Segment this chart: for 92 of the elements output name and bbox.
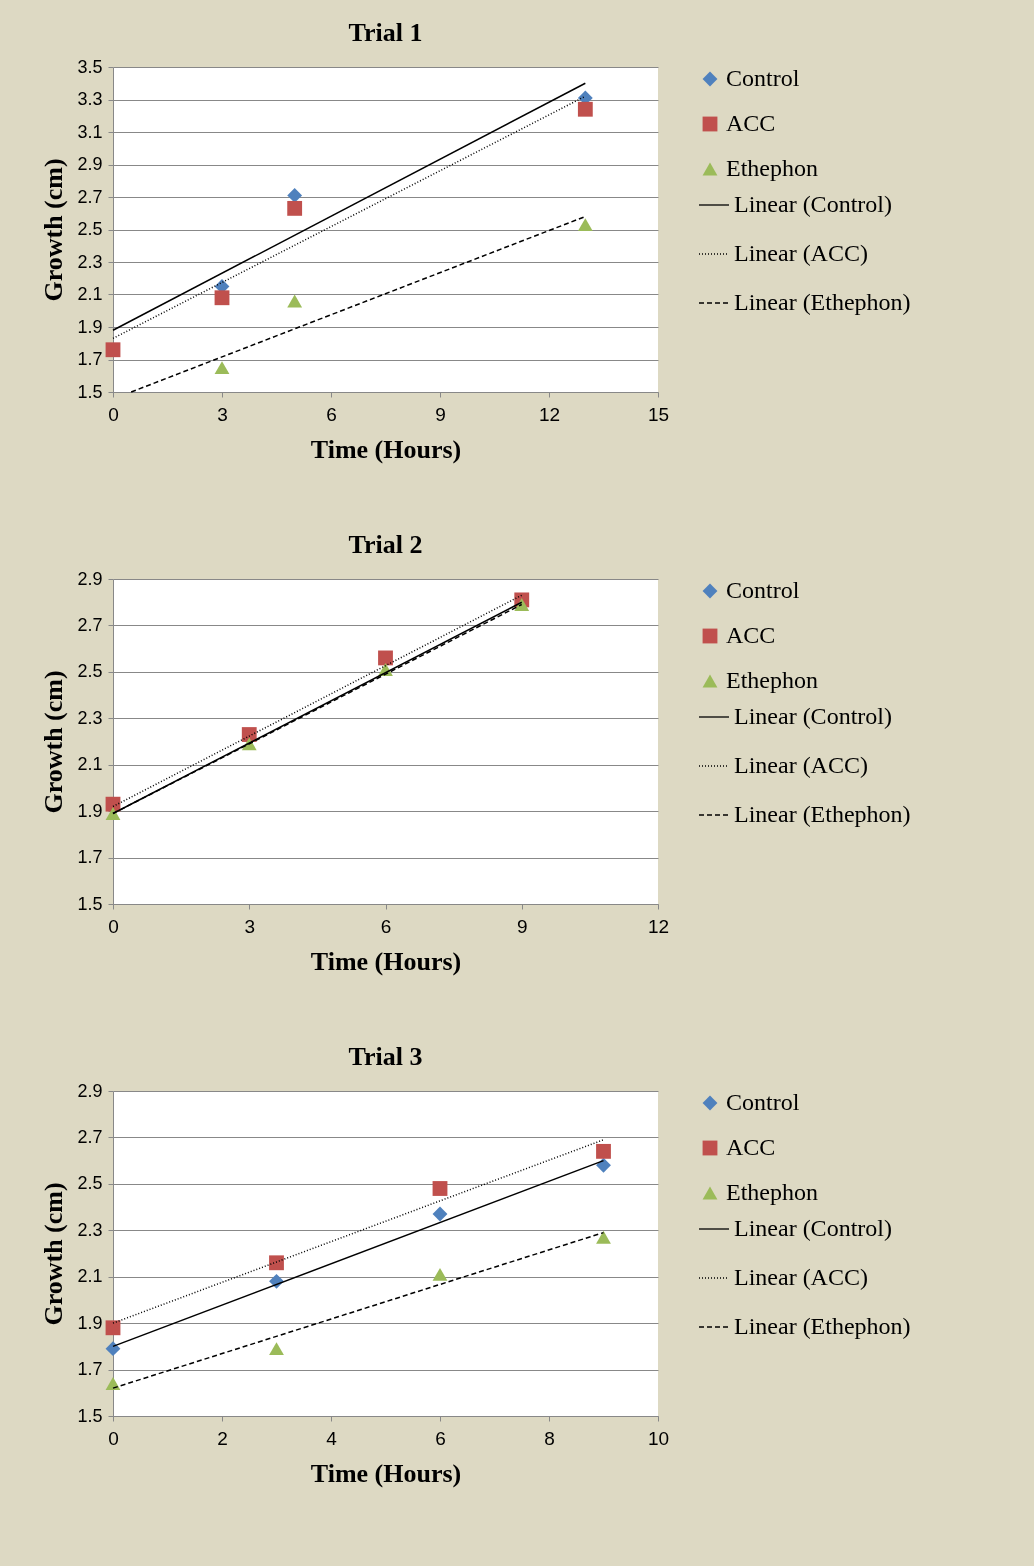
y-tick-label: 2.1 [77, 1266, 103, 1287]
y-tick-label: 2.9 [77, 1080, 103, 1101]
x-tick-label: 3 [217, 403, 228, 425]
legend-label: Linear (ACC) [734, 752, 868, 778]
y-tick-label: 1.5 [77, 893, 103, 914]
y-tick-label: 2.7 [77, 1126, 103, 1147]
point [105, 807, 121, 820]
y-tick-label: 2.1 [77, 284, 103, 304]
legend-label: ACC [726, 622, 776, 648]
point [432, 1267, 448, 1281]
x-tick-label: 8 [544, 1427, 555, 1449]
y-tick-label: 1.5 [77, 381, 103, 402]
legend-label: Control [726, 65, 800, 91]
y-tick-label: 2.9 [77, 568, 103, 589]
legend-label: Ethephon [726, 1179, 818, 1205]
point [214, 361, 230, 375]
y-tick-label: 1.7 [77, 1359, 103, 1380]
x-tick-label: 6 [435, 1427, 446, 1449]
y-tick-label: 1.9 [77, 1312, 103, 1333]
point [596, 1230, 611, 1244]
legend-label: Linear (Ethephon) [734, 289, 911, 315]
legend-label: Control [726, 1089, 800, 1115]
legend-label: Linear (Ethephon) [734, 1313, 911, 1339]
y-tick-label: 3.3 [77, 89, 103, 109]
x-tick-label: 9 [435, 403, 446, 425]
y-tick-label: 2.3 [77, 1219, 103, 1240]
x-axis-title: Time (Hours) [310, 1458, 462, 1488]
legend-label: Linear (Ethephon) [734, 801, 911, 827]
y-tick-label: 3.5 [77, 56, 103, 77]
legend-label: Linear (Control) [734, 703, 892, 729]
point [596, 1143, 611, 1159]
x-tick-label: 12 [538, 403, 561, 425]
point [287, 187, 303, 203]
point [287, 294, 303, 308]
point [577, 101, 593, 117]
legend-label: Control [726, 577, 800, 603]
point [269, 1342, 284, 1356]
x-axis-title: Time (Hours) [310, 946, 462, 976]
x-tick-label: 4 [326, 1427, 338, 1449]
point [105, 1341, 121, 1357]
y-tick-label: 1.9 [77, 316, 103, 337]
point [214, 290, 230, 306]
legend-label: ACC [726, 1134, 776, 1160]
x-tick-label: 10 [647, 1427, 670, 1449]
chart-title: Trial 1 [348, 18, 423, 47]
legend-label: Linear (Control) [734, 191, 892, 217]
chart-title: Trial 2 [348, 530, 423, 559]
point [378, 650, 393, 666]
y-tick-label: 3.1 [77, 121, 103, 142]
y-tick-label: 2.3 [77, 707, 103, 728]
point [432, 1206, 448, 1222]
y-tick-label: 2.7 [77, 186, 103, 207]
y-axis-title: Growth (cm) [39, 158, 69, 302]
y-axis-title: Growth (cm) [39, 1182, 69, 1326]
point [269, 1255, 284, 1271]
point [432, 1181, 448, 1196]
y-tick-label: 1.9 [77, 800, 103, 821]
chart-title: Trial 3 [348, 1042, 423, 1071]
legend-label: Ethephon [726, 667, 818, 693]
y-tick-label: 1.7 [77, 349, 103, 369]
y-tick-label: 2.3 [77, 251, 103, 272]
x-tick-label: 2 [217, 1427, 228, 1449]
y-axis-title: Growth (cm) [39, 670, 69, 814]
x-tick-label: 6 [380, 915, 392, 937]
y-tick-label: 2.5 [77, 219, 103, 239]
point [105, 1320, 121, 1336]
x-tick-label: 3 [244, 915, 256, 937]
y-tick-label: 1.5 [77, 1405, 103, 1426]
x-tick-label: 6 [326, 403, 337, 425]
point [105, 342, 121, 358]
x-tick-label: 0 [108, 403, 119, 425]
y-tick-label: 2.5 [77, 661, 103, 682]
point [287, 200, 303, 216]
y-tick-label: 2.5 [77, 1173, 103, 1194]
legend-label: Ethephon [726, 155, 818, 181]
legend-label: ACC [726, 110, 776, 136]
x-tick-label: 9 [516, 915, 528, 937]
x-tick-label: 15 [647, 403, 670, 425]
x-tick-label: 0 [108, 915, 119, 937]
y-tick-label: 2.7 [77, 614, 103, 635]
legend-label: Linear (ACC) [734, 240, 868, 266]
y-tick-label: 1.7 [77, 847, 103, 868]
legend-label: Linear (ACC) [734, 1264, 868, 1290]
point [577, 218, 593, 232]
point [596, 1157, 611, 1173]
x-tick-label: 12 [647, 915, 670, 937]
x-tick-label: 0 [108, 1427, 119, 1449]
x-axis-title: Time (Hours) [310, 434, 462, 464]
point [105, 1377, 121, 1390]
legend-label: Linear (Control) [734, 1215, 892, 1241]
y-tick-label: 2.1 [77, 754, 103, 775]
y-tick-label: 2.9 [77, 154, 103, 174]
